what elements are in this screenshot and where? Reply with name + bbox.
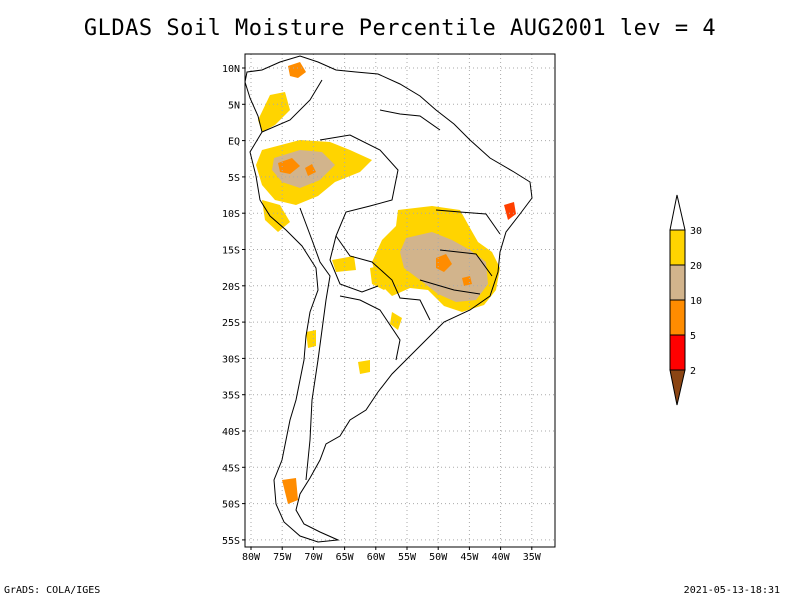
shade-paraguay-west (370, 264, 396, 290)
longitude-ticks: 80W 75W 70W 65W 60W 55W 50W 45W 40W 35W (242, 547, 542, 563)
lat-tick-5n: 5N (228, 100, 240, 111)
shade-argentina-1 (306, 330, 316, 348)
shade-andes (332, 256, 356, 272)
lat-tick-20s: 20S (222, 282, 240, 293)
map-grid (245, 54, 555, 547)
lat-tick-15s: 15S (222, 246, 240, 257)
lon-tick-80w: 80W (242, 552, 261, 563)
border-bolivia (329, 235, 379, 293)
lon-tick-65w: 65W (336, 552, 355, 563)
lat-tick-45s: 45S (222, 463, 240, 474)
legend-top-triangle (669, 194, 686, 231)
lat-tick-eq: EQ (228, 137, 240, 148)
shade-amazon-tan (272, 150, 335, 188)
legend-label-5: 5 (690, 331, 696, 342)
latitude-ticks: 10N 5N EQ 5S 10S 15S 20S 25S 30S 35S 40S 45S 50S 55S (222, 64, 245, 547)
legend-label-10: 10 (690, 296, 702, 307)
south-america-outline (244, 55, 533, 543)
lon-tick-70w: 70W (304, 552, 323, 563)
legend-label-30: 30 (690, 226, 702, 237)
lon-tick-40w: 40W (492, 552, 511, 563)
footer-left: GrADS: COLA/IGES (4, 585, 101, 596)
shade-colombia-west (258, 92, 290, 132)
lon-tick-50w: 50W (429, 552, 448, 563)
lat-tick-10s: 10S (222, 209, 240, 220)
border-brazil-states (419, 209, 501, 295)
map-title: GLDAS Soil Moisture Percentile AUG2001 l… (83, 16, 717, 41)
lat-tick-5s: 5S (228, 173, 240, 184)
lat-tick-10n: 10N (222, 64, 240, 75)
shade-central-orange (436, 254, 452, 272)
lon-tick-45w: 45W (460, 552, 479, 563)
lat-tick-30s: 30S (222, 354, 240, 365)
lat-tick-25s: 25S (222, 318, 240, 329)
shade-amazon-orange (278, 158, 300, 174)
legend-box-30 (669, 229, 686, 266)
lat-tick-50s: 50S (222, 500, 240, 511)
footer-right: 2021-05-13-18:31 (683, 585, 780, 596)
lon-tick-60w: 60W (367, 552, 386, 563)
color-legend: 30 20 10 5 2 (669, 194, 702, 406)
soil-moisture-shading (256, 62, 516, 504)
legend-box-5 (669, 334, 686, 371)
shade-south-1 (390, 312, 402, 330)
shade-argentina-2 (358, 360, 370, 374)
shade-venezuela-north (288, 62, 306, 78)
lat-tick-35s: 35S (222, 391, 240, 402)
legend-box-20 (669, 264, 686, 301)
shade-patagonia (282, 478, 298, 504)
lat-tick-40s: 40S (222, 427, 240, 438)
lon-tick-55w: 55W (398, 552, 417, 563)
legend-label-2: 2 (690, 366, 696, 377)
border-colombia (261, 79, 323, 133)
shade-peru (262, 200, 290, 232)
legend-bottom-triangle (669, 369, 686, 406)
border-argentina (339, 295, 401, 361)
lon-tick-35w: 35W (523, 552, 542, 563)
border-guianas (379, 109, 441, 131)
legend-box-10 (669, 299, 686, 336)
lon-tick-75w: 75W (273, 552, 292, 563)
lat-tick-55s: 55S (222, 536, 240, 547)
border-brazil (319, 134, 431, 321)
map-frame (244, 53, 556, 548)
coastline (244, 55, 533, 543)
legend-label-20: 20 (690, 261, 702, 272)
border-andes (299, 207, 331, 481)
shade-east-brazil (504, 202, 516, 220)
